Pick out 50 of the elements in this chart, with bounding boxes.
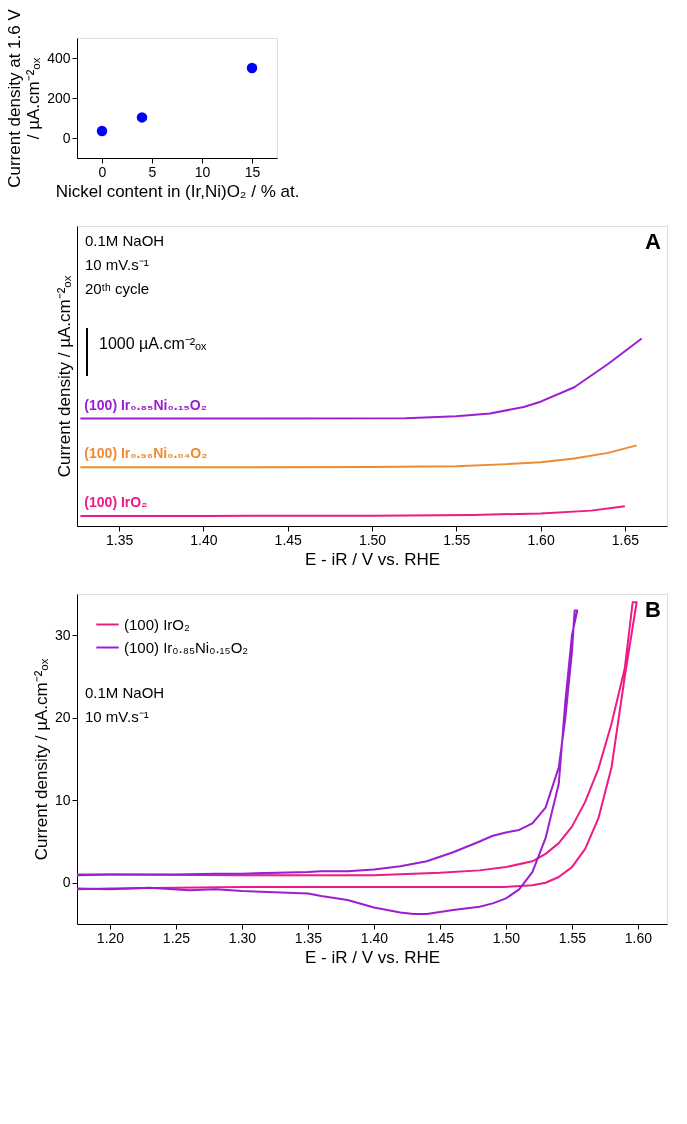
point (246, 62, 258, 74)
x-tick-label: 15 (244, 163, 261, 180)
x-tick-label: 1.50 (492, 929, 521, 946)
annotation: 1000 µA.cm⁻²ₒₓ (99, 335, 208, 352)
x-tick-label: 1.45 (274, 531, 303, 548)
x-tick-label: 1.50 (358, 531, 387, 548)
x-tick-label: 1.60 (527, 531, 555, 548)
x-tick-label: 1.60 (624, 929, 653, 946)
y-tick-label: 400 (47, 49, 71, 66)
x-tick-label: 0 (98, 163, 107, 180)
y-axis-title: Current density / µA.cm⁻²ₒₓ (54, 275, 74, 478)
x-tick-label: 5 (148, 163, 157, 180)
y-axis-title: Current density at 1.6 V / µA.cm⁻²ₒₓ (5, 8, 44, 188)
y-tick-label: 200 (47, 89, 71, 106)
x-tick-label: 10 (194, 163, 211, 180)
x-tick-label: 1.25 (162, 929, 191, 946)
x-tick-label: 1.55 (558, 929, 587, 946)
line-series (76, 609, 579, 916)
point (96, 125, 108, 137)
y-axis-title: Current density / µA.cm⁻²ₒₓ (31, 658, 51, 861)
x-tick-label: 1.20 (96, 929, 125, 946)
text: 0.1M NaOH (85, 232, 165, 249)
x-tick-label: 1.45 (426, 929, 455, 946)
text: 10 mV.s⁻¹ (85, 256, 149, 273)
x-tick-label: 1.35 (294, 929, 323, 946)
legend-label: (100) IrO₂ (124, 615, 191, 633)
x-tick-label: 1.40 (190, 531, 218, 548)
y-tick-label: 0 (62, 874, 71, 891)
series-label: (100) IrO₂ (84, 493, 148, 510)
legend-label: (100) Ir₀.₈₅Ni₀.₁₅O₂ (124, 638, 249, 656)
x-tick-label: 1.35 (106, 531, 134, 548)
y-tick-label: 10 (54, 791, 71, 808)
text: A (645, 229, 662, 254)
x-axis-title: E - iR / V vs. RHE (304, 549, 441, 569)
x-tick-label: 1.65 (611, 531, 640, 548)
point (136, 112, 148, 123)
annotation: 10 mV.s⁻¹ (85, 708, 149, 725)
x-axis-title: E - iR / V vs. RHE (304, 947, 441, 967)
y-tick-label: 0 (62, 129, 71, 146)
annotation: B (645, 597, 661, 622)
series-label: (100) Ir₀.₉₆Ni₀.₀₄O₂ (84, 445, 208, 462)
series-label: (100) Ir₀.₈₅Ni₀.₁₅O₂ (84, 396, 207, 413)
y-tick-label: 20 (54, 709, 71, 726)
y-tick-label: 30 (54, 626, 71, 643)
annotation: 0.1M NaOH (85, 684, 165, 701)
x-axis-title: Nickel content in (Ir,Ni)O₂ / % at. (55, 181, 300, 201)
x-tick-label: 1.30 (228, 929, 257, 946)
x-tick-label: 1.55 (443, 531, 471, 548)
text: 20ᵗʰ cycle (85, 280, 150, 297)
x-tick-label: 1.40 (360, 929, 389, 946)
